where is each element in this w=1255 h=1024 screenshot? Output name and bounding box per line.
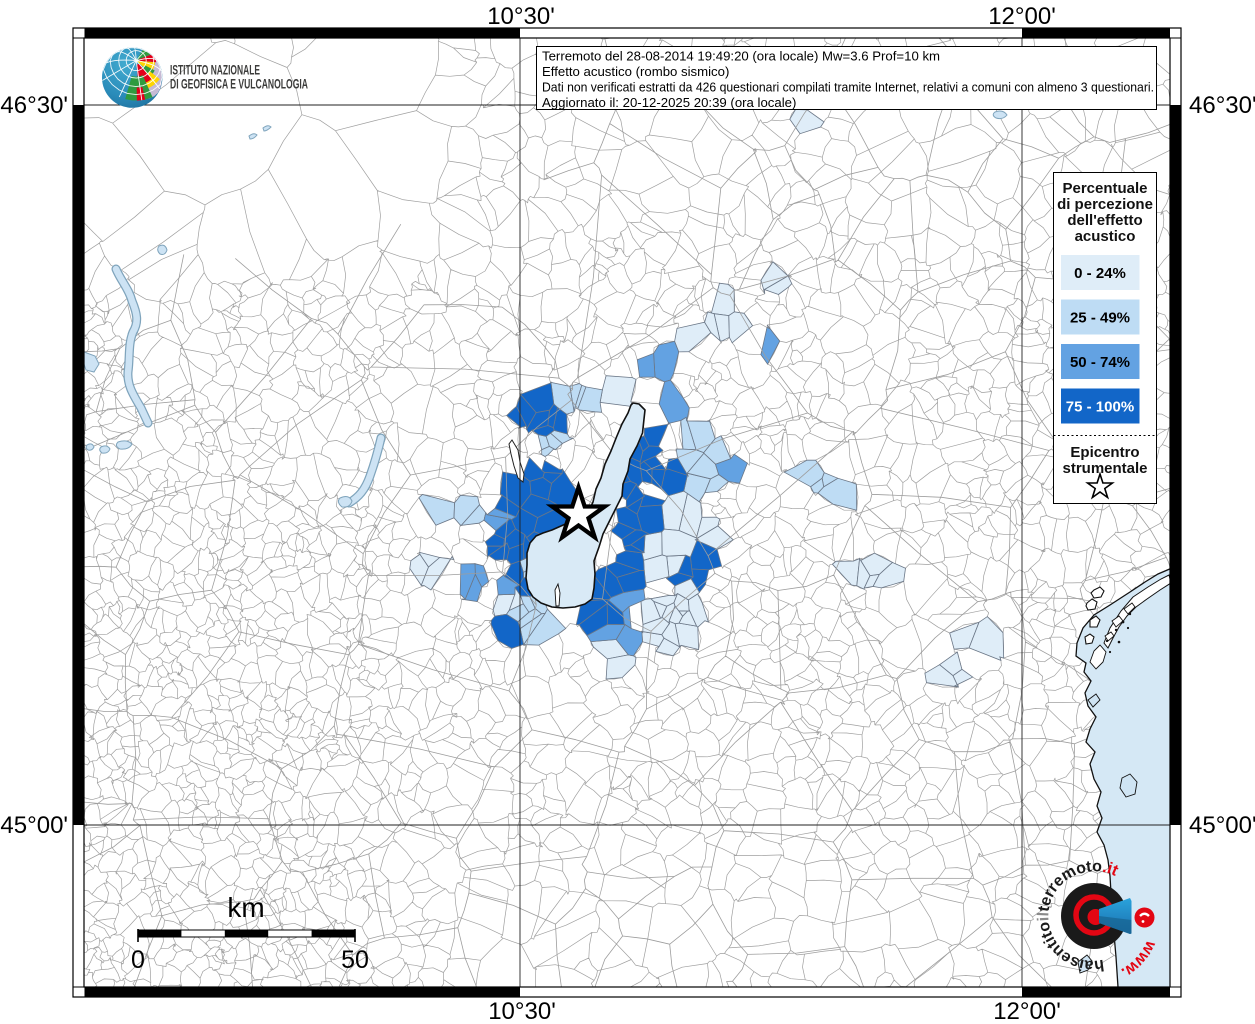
svg-text:di percezione: di percezione — [1057, 196, 1153, 213]
svg-text:acustico: acustico — [1075, 228, 1136, 245]
svg-text:12°00': 12°00' — [988, 3, 1056, 30]
svg-text:dell'effetto: dell'effetto — [1067, 212, 1142, 229]
svg-text:46°30': 46°30' — [0, 92, 68, 119]
svg-text:50: 50 — [341, 946, 369, 974]
svg-text:Percentuale: Percentuale — [1062, 180, 1147, 197]
svg-text:DI GEOFISICA E VULCANOLOGIA: DI GEOFISICA E VULCANOLOGIA — [170, 77, 308, 92]
svg-text:Dati non verificati estratti d: Dati non verificati estratti da 426 ques… — [542, 80, 1154, 95]
svg-text:10°30': 10°30' — [488, 998, 556, 1024]
svg-text:10°30': 10°30' — [487, 3, 555, 30]
svg-text:46°30': 46°30' — [1189, 92, 1255, 119]
svg-text:50 - 74%: 50 - 74% — [1070, 354, 1130, 371]
svg-text:strumentale: strumentale — [1062, 460, 1147, 477]
svg-text:0: 0 — [131, 946, 145, 974]
svg-text:Epicentro: Epicentro — [1070, 444, 1139, 461]
svg-text:ISTITUTO NAZIONALE: ISTITUTO NAZIONALE — [170, 63, 260, 78]
svg-text:0 - 24%: 0 - 24% — [1074, 265, 1126, 282]
svg-text:km: km — [227, 892, 264, 923]
svg-text:25 - 49%: 25 - 49% — [1070, 310, 1130, 327]
svg-text:12°00': 12°00' — [993, 998, 1061, 1024]
svg-text:45°00': 45°00' — [0, 812, 68, 839]
svg-text:Terremoto del 28-08-2014 19:49: Terremoto del 28-08-2014 19:49:20 (ora l… — [542, 49, 940, 64]
svg-text:Effetto acustico (rombo sismic: Effetto acustico (rombo sismico) — [542, 64, 729, 79]
svg-text:75 - 100%: 75 - 100% — [1066, 399, 1134, 416]
svg-text:45°00': 45°00' — [1189, 812, 1255, 839]
svg-text:Aggiornato il: 20-12-2025 20:3: Aggiornato il: 20-12-2025 20:39 (ora loc… — [542, 95, 796, 110]
